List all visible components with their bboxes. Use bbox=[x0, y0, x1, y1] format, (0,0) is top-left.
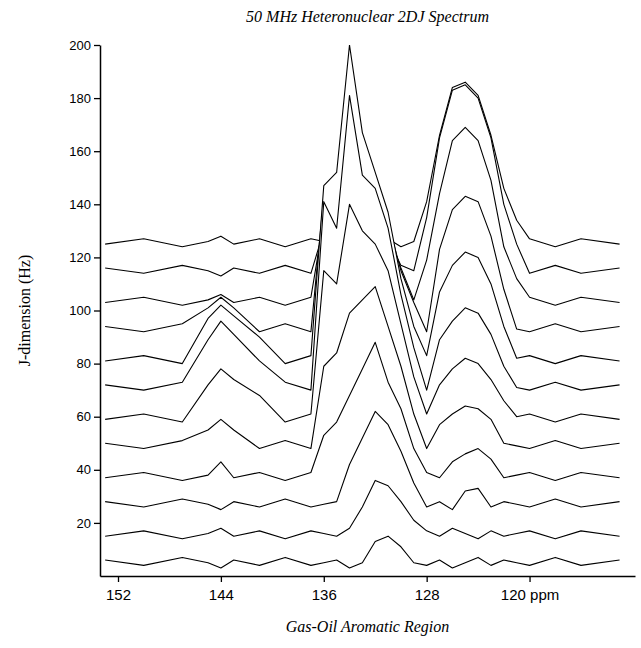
y-tick: 120 bbox=[69, 250, 100, 265]
x-tick-mark bbox=[221, 576, 222, 582]
trace-fill bbox=[105, 480, 619, 576]
y-axis-title: J-dimension (Hz) bbox=[16, 255, 34, 367]
y-tick: 40 bbox=[77, 462, 100, 477]
y-tick-label: 40 bbox=[77, 462, 91, 477]
title: 50 MHz Heteronuclear 2DJ Spectrum bbox=[246, 8, 489, 26]
y-tick: 140 bbox=[69, 197, 100, 212]
x-tick-label: 152 bbox=[106, 586, 131, 603]
trace-fill bbox=[105, 342, 619, 576]
y-tick-mark bbox=[94, 151, 100, 152]
x-tick-mark bbox=[118, 576, 119, 582]
y-tick-label: 120 bbox=[69, 250, 91, 265]
y-tick-mark bbox=[94, 257, 100, 258]
y-tick-label: 100 bbox=[69, 303, 91, 318]
x-axis-line bbox=[101, 576, 636, 578]
y-tick: 200 bbox=[69, 38, 100, 53]
y-tick: 20 bbox=[77, 516, 100, 531]
y-tick-mark bbox=[94, 98, 100, 99]
y-tick: 160 bbox=[69, 144, 100, 159]
trace-fill bbox=[105, 536, 619, 576]
y-axis: 20 40 60 80 100 120 140 160 180 200 bbox=[69, 38, 100, 577]
y-tick-label: 200 bbox=[69, 38, 91, 53]
y-tick-label: 180 bbox=[69, 91, 91, 106]
y-tick-mark bbox=[94, 310, 100, 311]
y-tick: 60 bbox=[77, 409, 100, 424]
trace bbox=[105, 480, 619, 538]
y-tick-mark bbox=[94, 363, 100, 364]
x-tick: 152 bbox=[106, 576, 131, 603]
y-tick: 100 bbox=[69, 303, 100, 318]
x-axis: 152 144 136 128 120 ppm bbox=[101, 576, 636, 603]
x-tick-label: 136 bbox=[312, 586, 337, 603]
x-tick: 144 bbox=[209, 576, 234, 603]
y-tick-mark bbox=[94, 417, 100, 418]
y-tick-mark bbox=[94, 204, 100, 205]
trace-fill bbox=[105, 45, 619, 576]
trace bbox=[105, 411, 619, 509]
trace bbox=[105, 536, 619, 568]
plot-area bbox=[105, 45, 619, 576]
y-tick-label: 140 bbox=[69, 197, 91, 212]
x-tick-label: 120 ppm bbox=[501, 586, 559, 603]
x-tick-label: 128 bbox=[415, 586, 440, 603]
trace-fill bbox=[105, 204, 619, 576]
y-tick-label: 80 bbox=[77, 356, 91, 371]
y-tick-mark bbox=[94, 45, 100, 46]
x-tick: 120 ppm bbox=[501, 576, 559, 603]
chart: 152 144 136 128 120 ppm 20 40 60 80 100 120 140 160 1… bbox=[0, 0, 641, 648]
x-axis-title: Gas-Oil Aromatic Region bbox=[286, 618, 450, 636]
x-tick-label: 144 bbox=[209, 586, 234, 603]
x-tick-mark bbox=[529, 576, 530, 582]
trace-fill bbox=[105, 287, 619, 576]
y-tick-label: 160 bbox=[69, 144, 91, 159]
x-tick-mark bbox=[427, 576, 428, 582]
trace-fill bbox=[105, 411, 619, 576]
x-tick: 136 bbox=[312, 576, 337, 603]
y-tick-mark bbox=[94, 523, 100, 524]
y-tick-label: 60 bbox=[77, 409, 91, 424]
y-tick-mark bbox=[94, 470, 100, 471]
y-tick-label: 20 bbox=[77, 516, 91, 531]
x-tick-mark bbox=[324, 576, 325, 582]
y-tick: 80 bbox=[77, 356, 100, 371]
y-tick: 180 bbox=[69, 91, 100, 106]
trace-fill bbox=[105, 95, 619, 576]
x-tick: 128 bbox=[415, 576, 440, 603]
